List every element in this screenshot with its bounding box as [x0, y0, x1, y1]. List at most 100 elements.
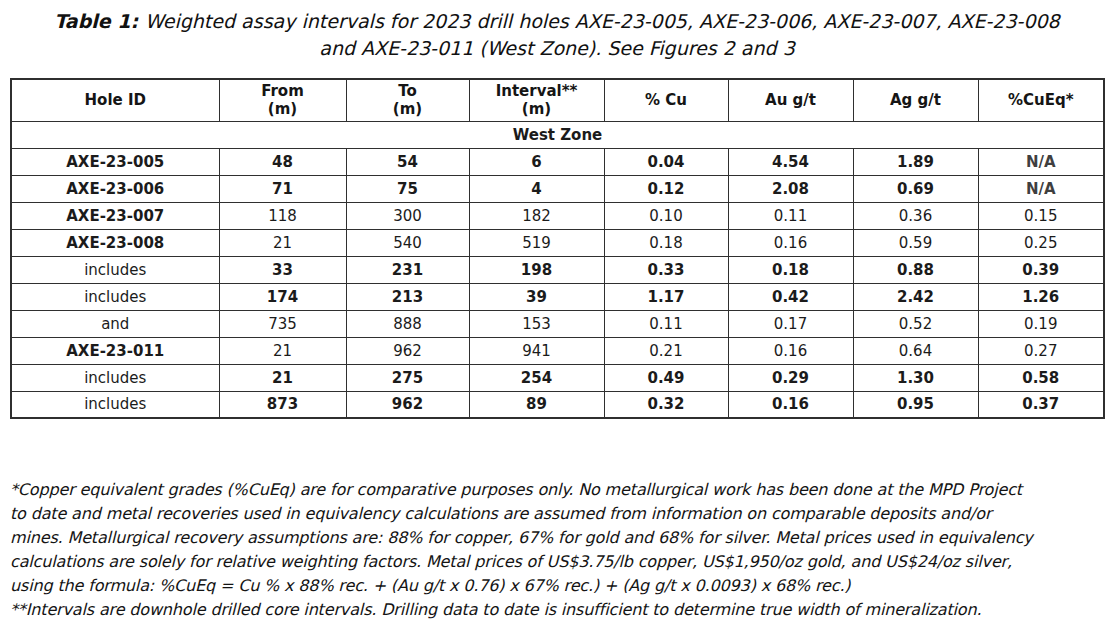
- cell-hole: and: [11, 310, 219, 337]
- cell-au: 0.16: [728, 337, 853, 364]
- assay-table: Hole ID From(m) To(m) Interval**(m) % Cu…: [10, 78, 1105, 419]
- cell-cueq: 1.26: [978, 283, 1104, 310]
- cell-hole: includes: [11, 364, 219, 391]
- cell-ag: 0.36: [853, 202, 978, 229]
- col-header-from: From(m): [219, 79, 346, 121]
- cell-hole: AXE-23-011: [11, 337, 219, 364]
- cell-hole: AXE-23-006: [11, 175, 219, 202]
- cell-to: 300: [346, 202, 469, 229]
- cell-hole: AXE-23-007: [11, 202, 219, 229]
- table-caption-label: Table 1:: [54, 10, 145, 32]
- cell-to: 962: [346, 337, 469, 364]
- cell-ag: 1.89: [853, 148, 978, 175]
- cell-from: 21: [219, 229, 346, 256]
- table-row: includes 174 213 39 1.17 0.42 2.42 1.26: [11, 283, 1104, 310]
- cell-cu: 0.12: [604, 175, 728, 202]
- cell-cueq: 0.37: [978, 391, 1104, 418]
- cell-interval: 89: [469, 391, 604, 418]
- header-row: Hole ID From(m) To(m) Interval**(m) % Cu…: [11, 79, 1104, 121]
- cell-to: 540: [346, 229, 469, 256]
- cell-to: 54: [346, 148, 469, 175]
- footnote-intervals: **Intervals are downhole drilled core in…: [10, 598, 1108, 622]
- cell-hole: includes: [11, 283, 219, 310]
- cell-cueq: 0.19: [978, 310, 1104, 337]
- cell-ag: 0.64: [853, 337, 978, 364]
- cell-from: 48: [219, 148, 346, 175]
- table-caption-line1: Table 1:Weighted assay intervals for 202…: [0, 8, 1114, 35]
- cell-au: 0.18: [728, 256, 853, 283]
- cell-interval: 39: [469, 283, 604, 310]
- cell-hole: AXE-23-005: [11, 148, 219, 175]
- cell-interval: 254: [469, 364, 604, 391]
- footnote-cueq-line: calculations are solely for relative wei…: [10, 550, 1108, 574]
- footnotes: *Copper equivalent grades (%CuEq) are fo…: [10, 478, 1108, 622]
- table-row: AXE-23-011 21 962 941 0.21 0.16 0.64 0.2…: [11, 337, 1104, 364]
- cell-cueq: N/A: [978, 148, 1104, 175]
- col-header-ag: Ag g/t: [853, 79, 978, 121]
- cell-cueq: N/A: [978, 175, 1104, 202]
- cell-cu: 0.33: [604, 256, 728, 283]
- cell-au: 2.08: [728, 175, 853, 202]
- cell-au: 0.16: [728, 391, 853, 418]
- cell-hole: AXE-23-008: [11, 229, 219, 256]
- cell-interval: 198: [469, 256, 604, 283]
- cell-from: 21: [219, 337, 346, 364]
- cell-ag: 0.95: [853, 391, 978, 418]
- table-row: includes 33 231 198 0.33 0.18 0.88 0.39: [11, 256, 1104, 283]
- table-row: includes 873 962 89 0.32 0.16 0.95 0.37: [11, 391, 1104, 418]
- cell-cu: 0.32: [604, 391, 728, 418]
- table-caption-line2: and AXE-23-011 (West Zone). See Figures …: [0, 35, 1114, 62]
- table-row: AXE-23-006 71 75 4 0.12 2.08 0.69 N/A: [11, 175, 1104, 202]
- table-caption-text: Weighted assay intervals for 2023 drill …: [145, 10, 1060, 32]
- cell-from: 33: [219, 256, 346, 283]
- cell-ag: 0.59: [853, 229, 978, 256]
- cell-au: 4.54: [728, 148, 853, 175]
- cell-ag: 0.52: [853, 310, 978, 337]
- table-row: AXE-23-007 118 300 182 0.10 0.11 0.36 0.…: [11, 202, 1104, 229]
- cell-cueq: 0.25: [978, 229, 1104, 256]
- footnote-cueq-line: *Copper equivalent grades (%CuEq) are fo…: [10, 478, 1108, 502]
- cell-interval: 153: [469, 310, 604, 337]
- col-header-cu: % Cu: [604, 79, 728, 121]
- cell-cu: 0.04: [604, 148, 728, 175]
- cell-to: 275: [346, 364, 469, 391]
- footnote-cueq-line: using the formula: %CuEq = Cu % x 88% re…: [10, 574, 1108, 598]
- cell-from: 71: [219, 175, 346, 202]
- cell-from: 21: [219, 364, 346, 391]
- cell-ag: 0.88: [853, 256, 978, 283]
- col-header-to: To(m): [346, 79, 469, 121]
- cell-hole: includes: [11, 391, 219, 418]
- cell-cueq: 0.15: [978, 202, 1104, 229]
- table-row: includes 21 275 254 0.49 0.29 1.30 0.58: [11, 364, 1104, 391]
- col-header-cueq: %CuEq*: [978, 79, 1104, 121]
- cell-cu: 0.18: [604, 229, 728, 256]
- cell-from: 174: [219, 283, 346, 310]
- table-row: AXE-23-005 48 54 6 0.04 4.54 1.89 N/A: [11, 148, 1104, 175]
- cell-au: 0.17: [728, 310, 853, 337]
- col-header-hole-id: Hole ID: [11, 79, 219, 121]
- cell-ag: 0.69: [853, 175, 978, 202]
- cell-to: 75: [346, 175, 469, 202]
- cell-au: 0.29: [728, 364, 853, 391]
- cell-cu: 1.17: [604, 283, 728, 310]
- cell-to: 231: [346, 256, 469, 283]
- cell-ag: 2.42: [853, 283, 978, 310]
- footnote-cueq-line: to date and metal recoveries used in equ…: [10, 502, 1108, 526]
- table-row: and 735 888 153 0.11 0.17 0.52 0.19: [11, 310, 1104, 337]
- cell-to: 888: [346, 310, 469, 337]
- cell-cu: 0.49: [604, 364, 728, 391]
- cell-to: 213: [346, 283, 469, 310]
- cell-cueq: 0.27: [978, 337, 1104, 364]
- cell-hole: includes: [11, 256, 219, 283]
- table-caption: Table 1:Weighted assay intervals for 202…: [0, 8, 1114, 62]
- cell-au: 0.11: [728, 202, 853, 229]
- section-label: West Zone: [11, 121, 1104, 148]
- section-row: West Zone: [11, 121, 1104, 148]
- cell-cu: 0.21: [604, 337, 728, 364]
- cell-interval: 182: [469, 202, 604, 229]
- cell-cu: 0.10: [604, 202, 728, 229]
- cell-cueq: 0.39: [978, 256, 1104, 283]
- table-row: AXE-23-008 21 540 519 0.18 0.16 0.59 0.2…: [11, 229, 1104, 256]
- cell-interval: 6: [469, 148, 604, 175]
- cell-interval: 941: [469, 337, 604, 364]
